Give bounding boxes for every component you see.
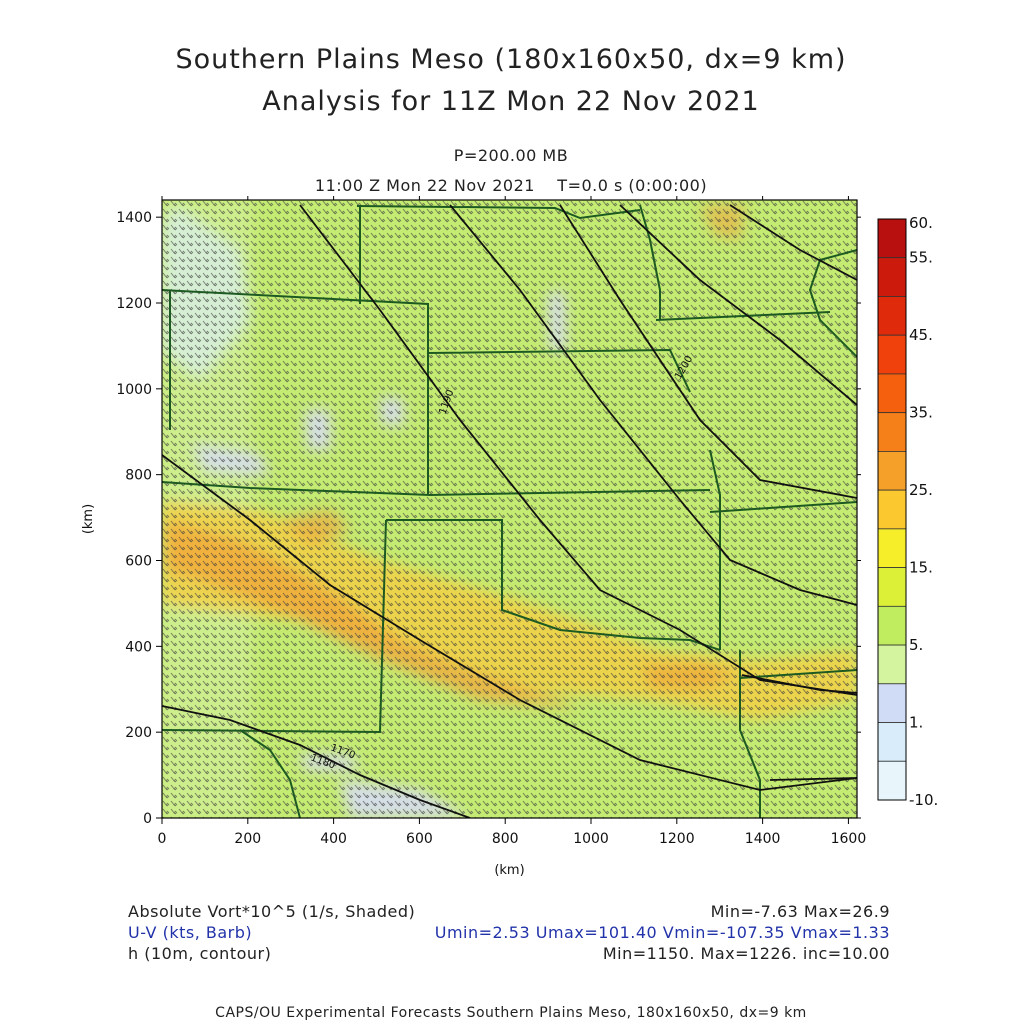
y-tick-label: 0 (143, 811, 152, 827)
colorbar-swatch (877, 489, 907, 530)
x-tick-label: 200 (234, 831, 261, 847)
y-tick-label: 800 (125, 468, 152, 484)
valid-time: 11:00 Z Mon 22 Nov 2021 T=0.0 s (0:00:00… (314, 176, 708, 195)
barb-field-label: U-V (kts, Barb) (128, 923, 253, 942)
x-tick-label: 1000 (573, 831, 609, 847)
plot-frame (161, 199, 858, 819)
state-border-10 (739, 669, 857, 679)
colorbar-label: 55. (909, 249, 933, 267)
state-border-9 (739, 650, 761, 818)
height-contour-4 (299, 204, 857, 696)
chart-title: Southern Plains Meso (180x160x50, dx=9 k… (175, 44, 847, 75)
state-border-4 (162, 481, 711, 497)
height-contour-5 (449, 204, 857, 606)
state-border-16 (356, 205, 641, 220)
state-border-7 (709, 449, 721, 650)
colorbar-swatch (877, 218, 907, 259)
colorbar-swatch (877, 760, 907, 801)
shaded-field-stats: Min=-7.63 Max=26.9 (710, 902, 890, 921)
colorbar-swatch (877, 412, 907, 452)
colorbar-frame (877, 218, 907, 801)
y-tick-label: 1400 (116, 210, 152, 226)
x-axis-label: (km) (494, 863, 524, 878)
height-contour-2 (162, 454, 857, 791)
colorbar-swatch (877, 257, 907, 297)
height-contour-8 (729, 204, 857, 281)
colorbar-swatch (877, 683, 907, 723)
x-tick-label: 1400 (745, 831, 781, 847)
y-tick-label: 1000 (116, 382, 152, 398)
height-contour-6 (559, 204, 857, 499)
state-border-5 (386, 519, 721, 651)
barb-field-stats: Umin=2.53 Umax=101.40 Vmin=-107.35 Vmax=… (434, 923, 890, 942)
colorbar-label: 1. (909, 714, 923, 732)
x-tick-label: 600 (406, 831, 433, 847)
y-tick-label: 600 (125, 554, 152, 570)
colorbar-label: 45. (909, 326, 933, 344)
colorbar-swatch (877, 644, 907, 685)
y-axis-label: (km) (81, 504, 96, 534)
state-border-1 (162, 289, 429, 495)
x-tick-label: 400 (320, 831, 347, 847)
y-tick-label: 1200 (116, 296, 152, 312)
height-contour-9 (741, 674, 857, 694)
pressure-level: P=200.00 MB (453, 146, 569, 165)
x-tick-label: 1600 (831, 831, 867, 847)
colorbar-swatch (877, 528, 907, 568)
state-border-8 (709, 501, 857, 513)
chart-subtitle: Analysis for 11Z Mon 22 Nov 2021 (262, 86, 760, 117)
shaded-field-label: Absolute Vort*10^5 (1/s, Shaded) (128, 902, 416, 921)
colorbar-swatch (877, 450, 907, 491)
colorbar-swatch (877, 722, 907, 762)
state-border-6 (162, 519, 387, 734)
state-border-15 (239, 729, 301, 818)
height-contour-7 (619, 204, 857, 406)
colorbar-label: 60. (909, 214, 933, 232)
x-tick-label: 0 (158, 831, 167, 847)
colorbar-swatch (877, 605, 907, 646)
x-tick-label: 1200 (659, 831, 695, 847)
contour-field-label: h (10m, contour) (128, 944, 272, 963)
y-tick-label: 400 (125, 639, 152, 655)
colorbar-label: -10. (909, 791, 938, 809)
colorbar-label: 35. (909, 404, 933, 422)
contour-field-stats: Min=1150. Max=1226. inc=10.00 (602, 944, 890, 963)
state-border-13 (655, 311, 831, 321)
state-border-12 (808, 249, 857, 359)
state-border-3 (427, 348, 691, 393)
height-contour-10 (769, 777, 857, 781)
colorbar-swatch (877, 296, 907, 336)
colorbar-label: 15. (909, 559, 933, 577)
colorbar-swatch (877, 567, 907, 607)
height-contour-1 (162, 705, 471, 818)
colorbar-label: 25. (909, 481, 933, 499)
colorbar-swatch (877, 373, 907, 414)
y-tick-label: 200 (125, 725, 152, 741)
x-tick-label: 800 (492, 831, 519, 847)
colorbar-label: 5. (909, 636, 923, 654)
state-border-14 (639, 204, 661, 320)
footer-credit: CAPS/OU Experimental Forecasts Southern … (215, 1005, 807, 1021)
colorbar-swatch (877, 334, 907, 375)
